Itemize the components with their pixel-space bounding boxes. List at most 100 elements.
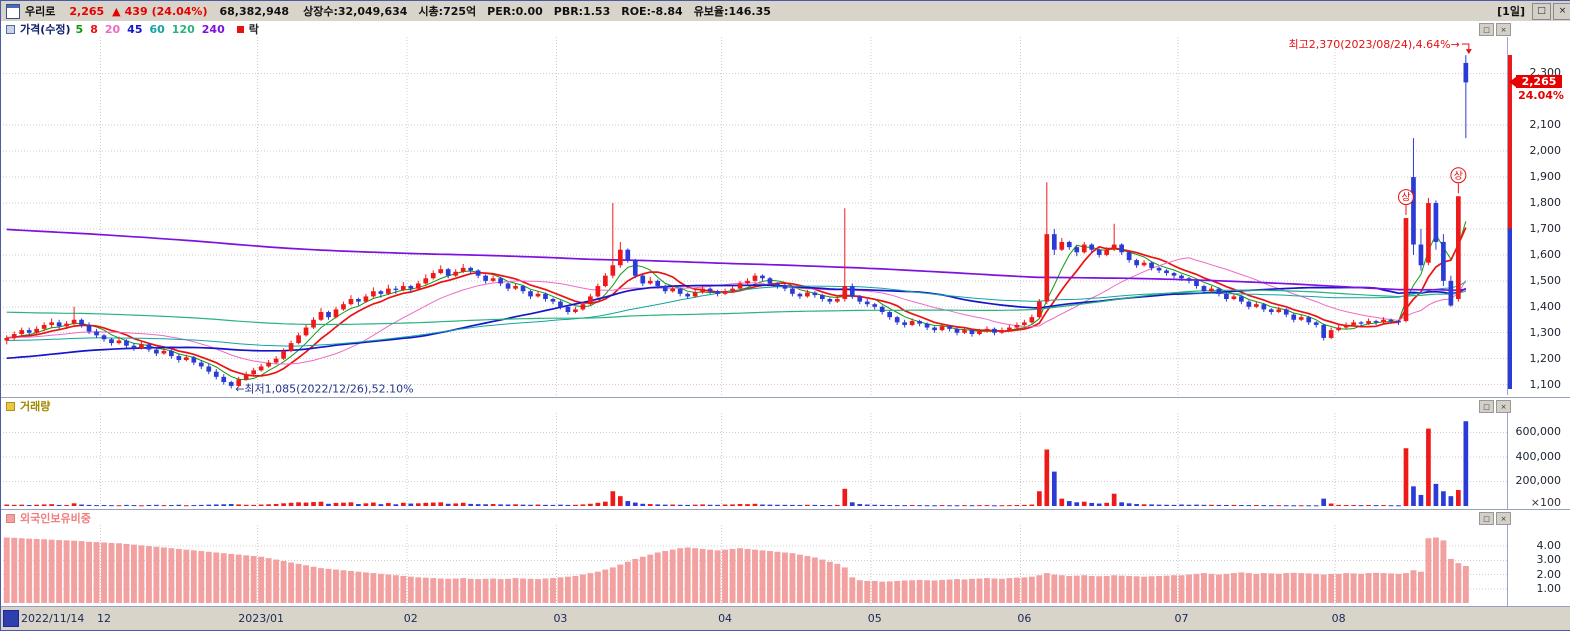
foreign-bar <box>1328 573 1335 603</box>
volume-bar <box>1351 505 1356 507</box>
candle-body <box>677 288 683 294</box>
high-arrow <box>1461 43 1470 50</box>
volume-bar <box>266 504 271 506</box>
lock-label: 락 <box>248 23 259 36</box>
foreign-bar <box>1208 573 1215 603</box>
foreign-bar <box>145 546 152 603</box>
candle-body <box>243 374 249 380</box>
candle-body <box>49 322 54 325</box>
candle-body <box>1261 304 1267 310</box>
volume-bar <box>932 505 937 507</box>
foreign-bar <box>3 537 10 603</box>
foreign-bar <box>512 578 519 603</box>
foreign-bar <box>662 551 669 603</box>
foreign-bar <box>939 579 946 603</box>
volume-bar <box>1276 505 1282 507</box>
foreign-panel-restore-button[interactable]: □ <box>1479 512 1494 525</box>
candle-body <box>386 288 391 294</box>
restore-button[interactable]: □ <box>1532 2 1551 20</box>
volume-bar <box>468 503 474 506</box>
volume-bar <box>999 505 1005 507</box>
volume-bar <box>1253 505 1259 507</box>
x-axis-label: 12 <box>97 612 111 625</box>
volume-chart-canvas[interactable] <box>3 413 1507 509</box>
foreign-bar <box>834 563 841 603</box>
candle-body <box>1059 241 1065 250</box>
change-percent: (24.04%) <box>151 4 208 18</box>
volume-bar <box>236 504 242 506</box>
volume-panel: 거래량 □ × 200,000 400,000 600,000 ×100 <box>1 397 1570 510</box>
candle-body <box>1081 244 1087 253</box>
limit-up-label: 상 <box>1401 192 1410 204</box>
volume-bar <box>737 504 743 506</box>
volume-panel-close-button[interactable]: × <box>1496 400 1511 413</box>
candle-body <box>191 357 197 363</box>
volume-bar <box>1231 504 1237 506</box>
candle-body <box>700 288 705 293</box>
volume-bar <box>1283 505 1289 507</box>
foreign-bar <box>961 579 968 603</box>
price-panel-restore-button[interactable]: □ <box>1479 23 1494 36</box>
foreign-chart-canvas[interactable] <box>3 525 1507 606</box>
volume-bar <box>760 504 765 506</box>
foreign-bar <box>1021 577 1028 603</box>
volume-bar <box>610 491 616 506</box>
foreign-bar <box>168 548 175 603</box>
price-axis-tick: 1,600 <box>1529 247 1562 261</box>
foreign-bar <box>86 541 92 603</box>
foreign-bar <box>422 577 429 603</box>
foreign-bar <box>250 556 257 603</box>
foreign-bar <box>669 549 676 603</box>
foreign-bar <box>1388 573 1394 603</box>
candle-body <box>984 328 990 332</box>
volume-value: 68,382,948 <box>219 4 290 18</box>
close-button[interactable]: × <box>1553 2 1570 20</box>
volume-bar <box>221 504 227 506</box>
candle-body <box>1336 327 1341 331</box>
candle-body <box>894 317 900 323</box>
foreign-bar <box>692 548 699 603</box>
foreign-panel-close-button[interactable]: × <box>1496 512 1511 525</box>
volume-bar <box>1051 471 1057 506</box>
candle-body <box>588 296 593 305</box>
foreign-bar <box>632 558 639 603</box>
foreign-bar <box>138 545 145 603</box>
foreign-bar <box>767 551 773 603</box>
foreign-bar <box>1432 537 1439 603</box>
foreign-bar <box>1215 574 1222 603</box>
corner-handle[interactable] <box>3 610 19 627</box>
foreign-bar <box>41 539 48 603</box>
foreign-bar <box>18 538 25 603</box>
volume-bar <box>842 488 848 506</box>
candle-body <box>505 283 511 289</box>
candle-body <box>1253 304 1259 307</box>
volume-bar <box>453 503 459 506</box>
volume-bar <box>1036 491 1042 506</box>
price-panel-controls: □ × <box>1479 23 1511 36</box>
price-chart-canvas[interactable]: ←최저1,085(2022/12/26),52.10% 최고2,370(2023/… <box>3 37 1507 395</box>
volume-bar <box>513 504 518 506</box>
volume-bar <box>558 504 563 506</box>
volume-bar <box>692 504 698 506</box>
candle-body <box>19 330 25 335</box>
current-change-percent: 24.04% <box>1518 89 1564 103</box>
candle-body <box>647 280 653 284</box>
stock-stat: PBR:1.53 <box>553 5 611 18</box>
volume-bar <box>1448 496 1454 506</box>
stock-stat: 상장수:32,049,634 <box>303 5 408 18</box>
foreign-bar <box>1133 576 1140 603</box>
foreign-bar <box>1111 575 1118 603</box>
volume-bar <box>1074 502 1080 506</box>
foreign-bar <box>452 578 459 603</box>
foreign-bar <box>1201 573 1207 603</box>
foreign-bar <box>475 579 482 603</box>
current-price: 2,265 <box>69 4 105 18</box>
volume-bar <box>1456 490 1461 506</box>
candle-body <box>408 286 414 289</box>
foreign-bar <box>11 537 18 603</box>
foreign-bar <box>131 544 137 603</box>
candle-body <box>116 340 122 344</box>
candle-body <box>849 286 855 297</box>
price-panel-close-button[interactable]: × <box>1496 23 1511 36</box>
volume-panel-restore-button[interactable]: □ <box>1479 400 1494 413</box>
